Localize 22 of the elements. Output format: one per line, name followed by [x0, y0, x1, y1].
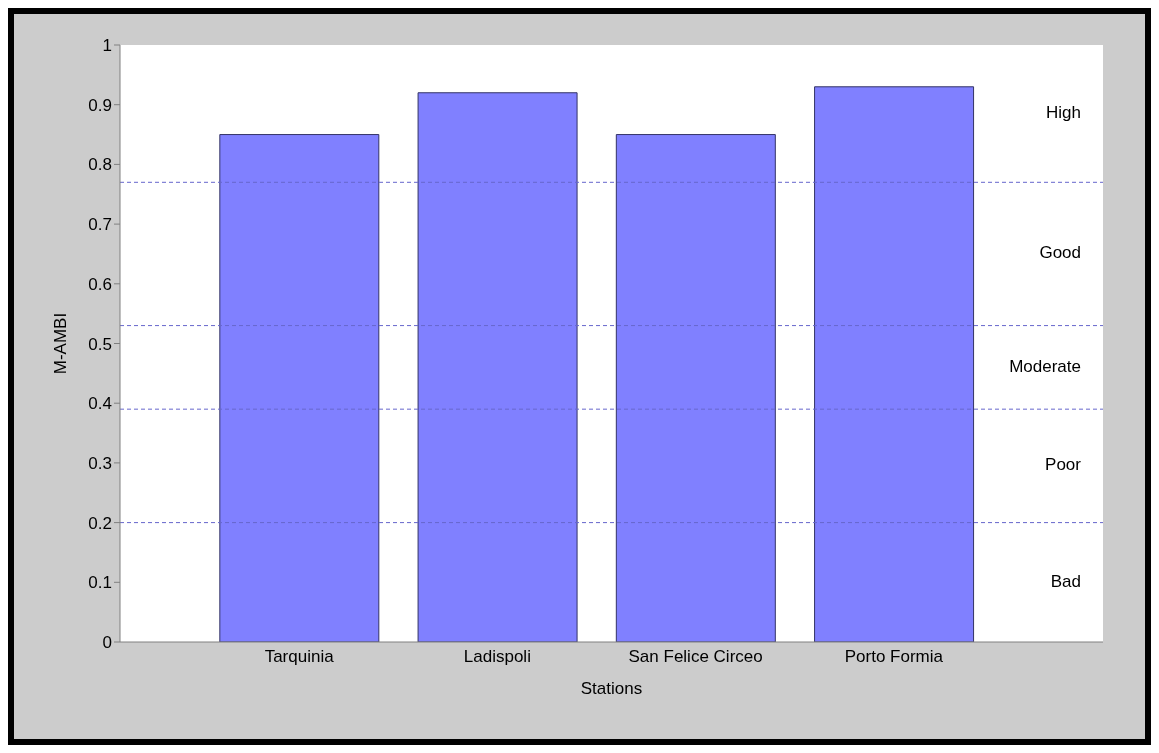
y-tick-label: 0.8	[88, 155, 112, 175]
x-tick-label: Tarquinia	[264, 647, 335, 667]
annotation: Poor	[1045, 455, 1082, 475]
y-tick-label: 0	[102, 633, 112, 653]
y-axis-title: M-AMBI	[51, 312, 71, 375]
y-tick-label: 0.3	[88, 453, 112, 473]
y-tick-label: 0.1	[88, 573, 112, 593]
y-tick-label: 0.4	[88, 394, 112, 414]
y-tick-label: 0.9	[88, 95, 112, 115]
x-tick-label: San Felice Circeo	[628, 647, 763, 667]
annotation: Good	[1039, 243, 1081, 263]
annotation: Moderate	[1009, 356, 1081, 376]
x-tick-label: Porto Formia	[844, 647, 944, 667]
x-axis-title: Stations	[580, 679, 643, 698]
annotation: Bad	[1050, 571, 1081, 591]
annotation: High	[1046, 103, 1081, 123]
y-tick-label: 0.5	[88, 334, 112, 354]
y-tick-label: 1	[102, 36, 112, 56]
y-tick-label: 0.6	[88, 274, 112, 294]
y-tick-label: 0.7	[88, 215, 112, 235]
x-tick-label: Ladispoli	[463, 647, 531, 667]
y-tick-label: 0.2	[88, 513, 112, 533]
